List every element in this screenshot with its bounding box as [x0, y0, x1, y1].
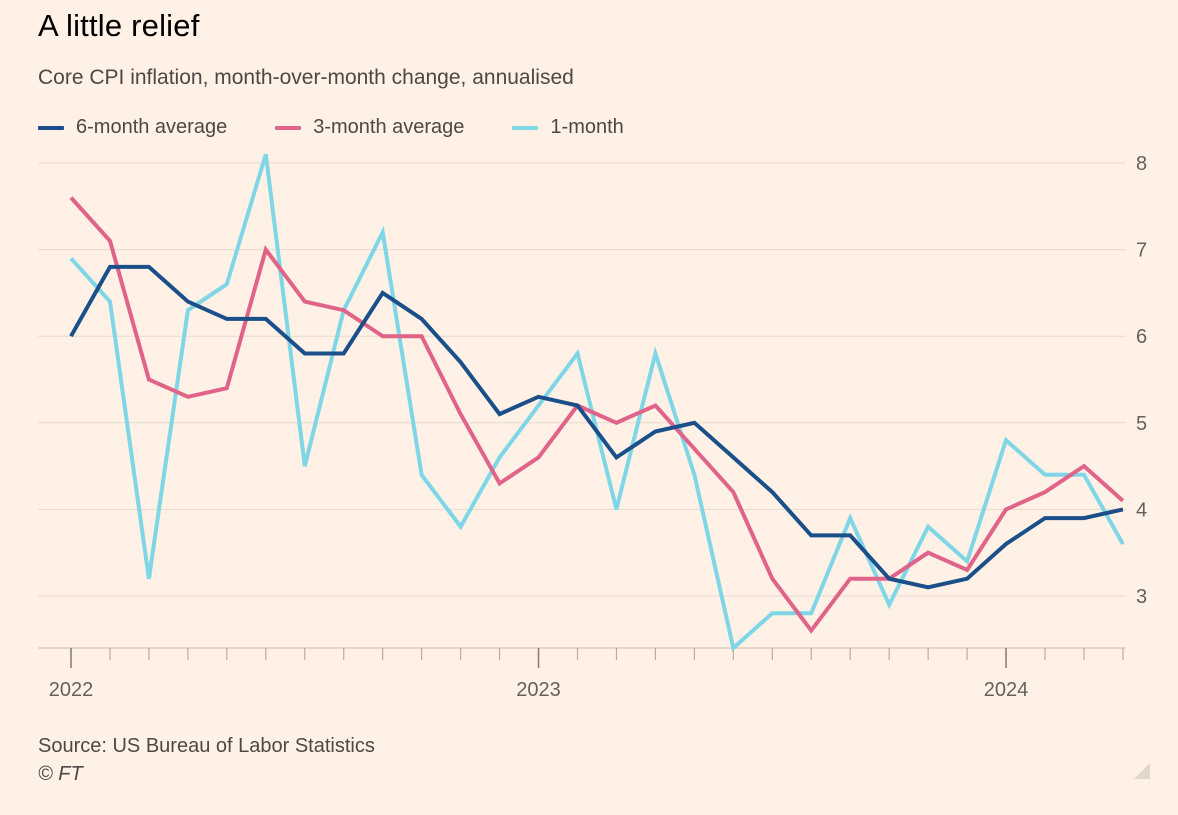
chart-title: A little relief	[38, 8, 200, 43]
legend-item-6-month: 6-month average	[38, 116, 227, 139]
source-note: Source: US Bureau of Labor Statistics	[38, 735, 375, 757]
resize-handle-icon[interactable]	[1134, 763, 1150, 779]
legend-label-3-month: 3-month average	[313, 116, 465, 138]
y-tick-label-5: 5	[1136, 413, 1147, 435]
x-tick-label-2022: 2022	[49, 679, 94, 701]
y-tick-label-7: 7	[1136, 240, 1147, 262]
y-tick-label-6: 6	[1136, 326, 1147, 348]
y-tick-label-4: 4	[1136, 499, 1147, 521]
x-tick-label-2023: 2023	[516, 679, 561, 701]
chart-legend: 6-month average 3-month average 1-month	[38, 116, 672, 139]
series-line-1-month	[69, 153, 1125, 652]
legend-swatch-1-month	[512, 125, 539, 130]
legend-swatch-6-month	[38, 125, 64, 130]
y-tick-label-8: 8	[1136, 153, 1147, 175]
series-line-3-month-average	[69, 196, 1125, 634]
legend-label-1-month: 1-month	[550, 116, 624, 138]
chart-subtitle: Core CPI inflation, month-over-month cha…	[38, 66, 574, 89]
ft-credit: © FT	[38, 763, 83, 785]
legend-item-3-month: 3-month average	[275, 116, 464, 139]
legend-swatch-3-month	[275, 125, 302, 130]
legend-label-6-month: 6-month average	[76, 116, 228, 138]
x-tick-label-2024: 2024	[984, 679, 1029, 701]
y-tick-label-3: 3	[1136, 586, 1147, 608]
legend-item-1-month: 1-month	[512, 116, 624, 139]
series-line-6-month-average	[69, 264, 1124, 590]
